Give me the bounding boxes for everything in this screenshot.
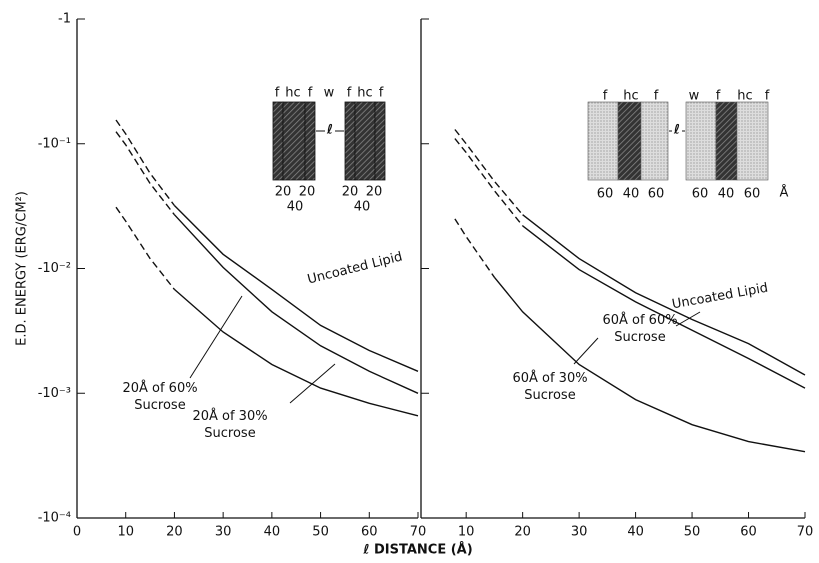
leader-line [289, 363, 336, 404]
curve-dashed [115, 206, 175, 290]
y-tick-label: -10⁻³ [38, 386, 71, 401]
x-tick-label: 60 [361, 525, 378, 540]
curve [173, 205, 419, 372]
thickness-label: 40 [718, 187, 735, 202]
x-tick-label: 20 [166, 525, 183, 540]
layer [354, 101, 376, 181]
x-tick-label: 0 [73, 525, 81, 540]
x-tick-label: 30 [215, 525, 232, 540]
curve-dashed [454, 138, 524, 227]
layer [685, 101, 717, 181]
thickness-label: 60 [692, 187, 709, 202]
leader-line [573, 337, 599, 365]
curve-dashed [115, 131, 175, 216]
layer-label: f [603, 89, 608, 104]
gap-label: ℓ [673, 123, 680, 138]
y-tick-label: -10⁻¹ [38, 136, 71, 151]
curve [493, 276, 806, 453]
x-tick-label: 20 [514, 525, 531, 540]
curve-dashed [454, 218, 495, 278]
thickness-label: 20 [366, 185, 383, 200]
x-axis-label: ℓ DISTANCE (Å) [362, 542, 472, 558]
layer [640, 101, 669, 181]
layer-label: f [716, 89, 721, 104]
thickness-label: 60 [597, 187, 614, 202]
y-axis-label: E.D. ENERGY (ERG/CM²) [15, 191, 30, 346]
curve-label: 20Å of 30% Sucrose [192, 409, 268, 441]
layer-label: hc [623, 89, 638, 104]
layer [374, 101, 386, 181]
layer-label: w [689, 89, 700, 104]
x-tick-label: 30 [571, 525, 588, 540]
curve-dashed [115, 119, 175, 206]
thickness-label: 20 [275, 185, 292, 200]
curve [173, 288, 419, 417]
unit-label: Å [780, 185, 789, 201]
layer-label: f [379, 86, 384, 101]
x-tick-label: 70 [797, 525, 814, 540]
curve [522, 214, 806, 376]
layer [282, 101, 306, 181]
layer [272, 101, 284, 181]
x-tick-label: 10 [458, 525, 475, 540]
thickness-label: 20 [299, 185, 316, 200]
total-label: 40 [287, 200, 304, 215]
x-tick-label: 50 [312, 525, 329, 540]
layer-label: f [654, 89, 659, 104]
curve-label: 20Å of 60% Sucrose [122, 381, 198, 413]
curve-label: 60Å of 30% Sucrose [512, 371, 588, 403]
curve [173, 214, 419, 394]
thickness-label: 40 [623, 187, 640, 202]
thickness-label: 60 [744, 187, 761, 202]
curve-dashed [454, 129, 524, 216]
gap-label: ℓ [326, 123, 333, 138]
y-tick-label: -10⁻⁴ [38, 511, 71, 526]
x-tick-label: 10 [117, 525, 134, 540]
curve-label: 60Å of 60% Sucrose [602, 313, 678, 345]
layer [304, 101, 316, 181]
x-tick-label: 70 [410, 525, 427, 540]
layer [617, 101, 642, 181]
layer-label: hc [357, 86, 372, 101]
x-tick-label: 50 [684, 525, 701, 540]
curve [522, 225, 806, 389]
layer-label: hc [285, 86, 300, 101]
layer-label: hc [737, 89, 752, 104]
layer [736, 101, 769, 181]
layer-label: f [275, 86, 280, 101]
total-label: 40 [354, 200, 371, 215]
y-tick-label: -10⁻² [38, 261, 71, 276]
leader-line [675, 311, 701, 327]
thickness-label: 20 [342, 185, 359, 200]
layer-label: f [765, 89, 770, 104]
y-tick-label: -1 [58, 12, 71, 27]
x-tick-label: 60 [740, 525, 757, 540]
layer-label: w [324, 86, 335, 101]
layer [587, 101, 619, 181]
x-tick-label: 40 [627, 525, 644, 540]
layer [715, 101, 738, 181]
x-tick-label: 40 [264, 525, 281, 540]
layer [344, 101, 356, 181]
leader-line [189, 295, 243, 379]
layer-label: f [308, 86, 313, 101]
layer-label: f [347, 86, 352, 101]
thickness-label: 60 [648, 187, 665, 202]
